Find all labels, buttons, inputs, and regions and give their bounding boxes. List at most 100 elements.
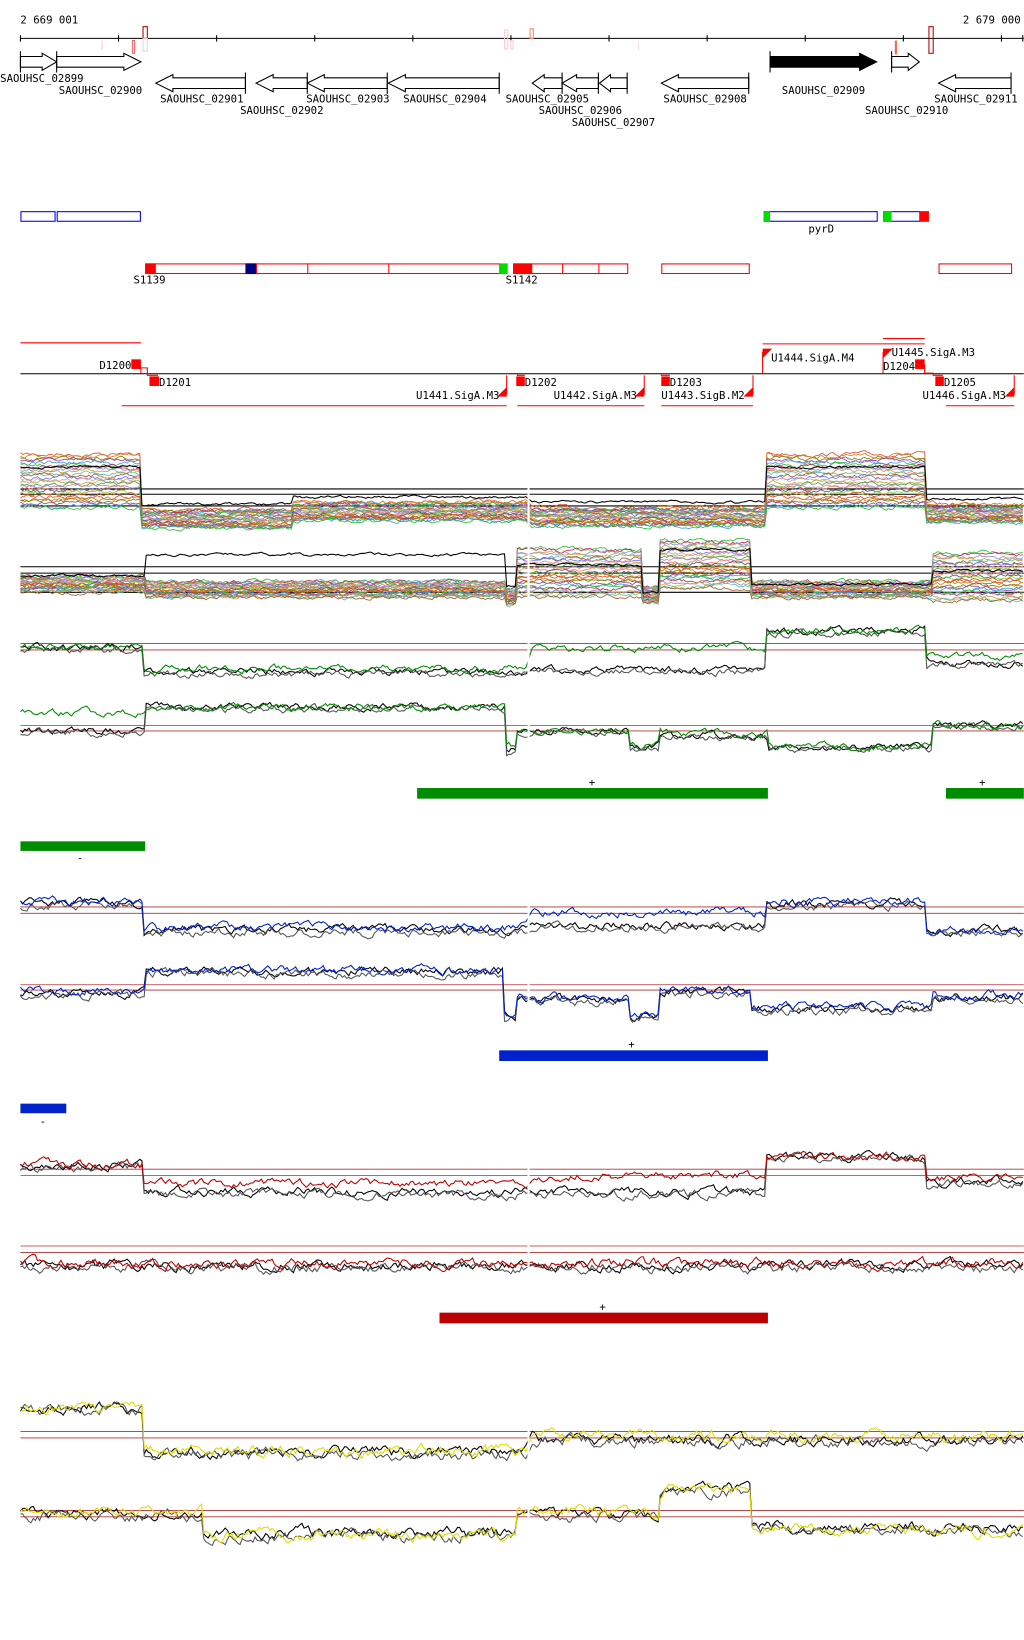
trace-line <box>20 1151 1024 1202</box>
gene-saouhsc_02904[interactable]: SAOUHSC_02904 <box>387 72 500 106</box>
gene-arrow[interactable] <box>154 73 246 93</box>
trace-line <box>20 1150 1023 1190</box>
trace-line <box>20 465 1023 518</box>
multi-sample-track-1 <box>20 424 1024 570</box>
start-marker <box>883 211 892 222</box>
ruler-start-label: 2 669 001 <box>20 13 78 26</box>
trace-line <box>20 547 1023 594</box>
operon-box[interactable] <box>938 263 1013 275</box>
gene-saouhsc_02907[interactable]: SAOUHSC_02907 <box>572 72 655 129</box>
blue-track-plus <box>19 842 1024 977</box>
gene-arrow[interactable] <box>561 73 599 93</box>
trace-line <box>19 1401 1024 1461</box>
expression-tracks <box>19 424 1024 1581</box>
gene-arrow[interactable] <box>937 73 1012 93</box>
blue-minus-bar <box>20 1103 67 1114</box>
gene-label: SAOUHSC_02905 <box>506 92 589 105</box>
trace-line <box>20 460 1023 516</box>
operon-box[interactable] <box>20 211 56 222</box>
red-plus-bar <box>439 1312 768 1324</box>
ruler: 2 669 001 2 679 000 <box>19 13 1024 55</box>
gene-arrow[interactable] <box>660 73 750 93</box>
gene-saouhsc_02910[interactable]: SAOUHSC_02910 <box>865 51 948 117</box>
gene-saouhsc_02899[interactable]: SAOUHSC_02899 <box>0 51 84 85</box>
gene-label: SAOUHSC_02911 <box>934 92 1017 105</box>
green-track-plus <box>20 579 1024 714</box>
operon-track-red: S1139 S1142 <box>133 263 1013 287</box>
gene-saouhsc_02909[interactable]: SAOUHSC_02909 <box>769 51 878 97</box>
trace-line <box>20 490 1024 528</box>
gene-saouhsc_02903[interactable]: SAOUHSC_02903 <box>306 72 390 106</box>
trace-line <box>20 963 1024 1019</box>
yellow-track-minus <box>20 1445 1024 1581</box>
operon-box[interactable] <box>56 211 141 222</box>
operon-track-blue: pyrD <box>20 211 929 235</box>
trace-line <box>20 702 1024 757</box>
gene-label: SAOUHSC_02906 <box>539 104 622 117</box>
trace-line <box>20 483 1023 525</box>
start-marker <box>763 211 771 222</box>
segment-label-d1203: D1203 <box>670 376 702 389</box>
gene-arrow[interactable] <box>306 73 388 93</box>
segment-label-u1446: U1446.SigA.M3 <box>923 389 1006 402</box>
trace-line <box>20 1486 1024 1547</box>
yellow-track-plus <box>19 1367 1024 1502</box>
gene-saouhsc_02908[interactable]: SAOUHSC_02908 <box>660 72 750 106</box>
gene-saouhsc_02901[interactable]: SAOUHSC_02901 <box>154 72 246 106</box>
gene-saouhsc_02906[interactable]: SAOUHSC_02906 <box>539 72 622 118</box>
gene-arrow[interactable] <box>19 52 58 72</box>
trace-line <box>20 899 1024 940</box>
trace-line <box>20 1480 1023 1541</box>
operon-box-pyrd[interactable] <box>763 211 878 222</box>
trace-line <box>20 580 1023 606</box>
trace-line <box>20 479 1023 523</box>
trace-line <box>20 1482 1024 1544</box>
trace-line <box>20 571 1023 601</box>
gene-saouhsc_02905[interactable]: SAOUHSC_02905 <box>506 72 589 106</box>
red-track-plus <box>20 1104 1024 1240</box>
gene-arrow[interactable] <box>387 73 500 93</box>
gene-label: SAOUHSC_02903 <box>306 92 389 105</box>
gene-arrow[interactable] <box>56 52 143 72</box>
segment-label-u1443: U1443.SigB.M2 <box>661 389 744 402</box>
multi-sample-track-2 <box>20 502 1024 656</box>
red-track-minus <box>19 1181 1024 1316</box>
gene-track: SAOUHSC_02899SAOUHSC_02900SAOUHSC_02901S… <box>0 51 1018 129</box>
s1142-label: S1142 <box>506 274 538 287</box>
blue-minus-label: - <box>40 1115 46 1128</box>
end-marker <box>499 263 508 275</box>
trace-line <box>20 1150 1024 1201</box>
gene-arrow[interactable] <box>891 52 921 72</box>
trace-line <box>20 557 1023 596</box>
segment-label-d1204: D1204 <box>883 360 915 373</box>
gene-saouhsc_02911[interactable]: SAOUHSC_02911 <box>934 72 1018 106</box>
trace-line <box>20 484 1023 525</box>
gene-arrow[interactable] <box>598 73 628 93</box>
gene-label: SAOUHSC_02907 <box>572 116 655 129</box>
trace-line <box>20 1401 1024 1460</box>
ruler-end-label: 2 679 000 <box>963 13 1021 26</box>
trace-line <box>20 455 1023 514</box>
gene-saouhsc_02900[interactable]: SAOUHSC_02900 <box>56 51 143 97</box>
segment-label-d1200: D1200 <box>99 359 131 372</box>
gene-arrow[interactable] <box>254 73 308 93</box>
operon-box[interactable] <box>661 263 750 275</box>
segment-label-d1202: D1202 <box>525 376 557 389</box>
gene-arrow[interactable] <box>769 52 878 72</box>
segment-label-u1441: U1441.SigA.M3 <box>416 389 499 402</box>
gene-label: SAOUHSC_02908 <box>663 92 746 105</box>
end-marker <box>919 211 929 222</box>
s1139-label: S1139 <box>133 274 165 287</box>
gene-arrow[interactable] <box>531 73 563 93</box>
green-plus-label: + <box>979 776 985 789</box>
operon-box-s1139[interactable] <box>145 263 501 275</box>
gene-saouhsc_02902[interactable]: SAOUHSC_02902 <box>240 72 323 118</box>
segment-label-d1205: D1205 <box>944 376 976 389</box>
trace-line <box>20 895 1024 936</box>
trace-line <box>20 1401 1024 1462</box>
trace-line <box>20 966 1024 1023</box>
green-track-minus <box>20 661 1024 795</box>
trace-line <box>20 628 1023 680</box>
trace-line <box>20 542 1023 593</box>
gene-label: SAOUHSC_02900 <box>59 84 142 97</box>
